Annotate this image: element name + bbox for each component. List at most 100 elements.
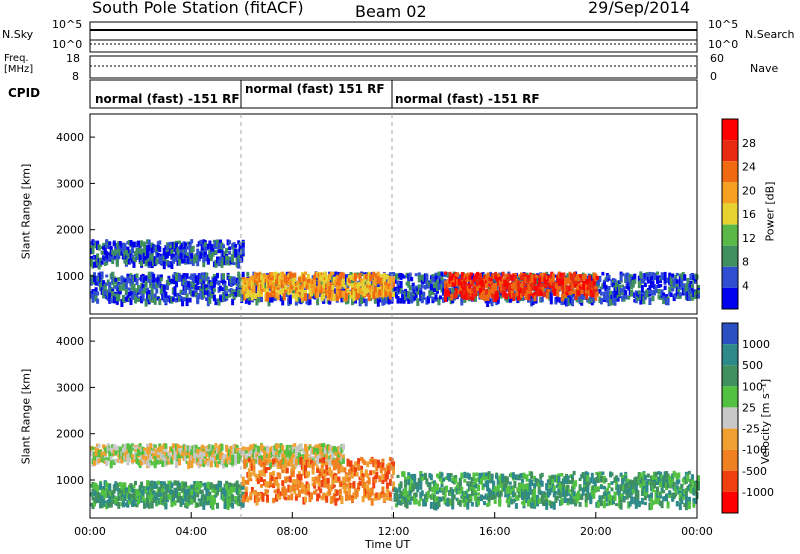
velocity-cell <box>164 448 168 456</box>
velocity-cell <box>367 477 371 485</box>
power-cell <box>401 290 405 297</box>
power-cell <box>223 251 227 256</box>
power-cell <box>328 296 332 305</box>
power-cell <box>158 281 162 286</box>
power-cell <box>120 299 124 307</box>
power-cell <box>258 282 262 290</box>
power-cell <box>451 273 455 278</box>
power-cell <box>625 278 629 286</box>
velocity-cell <box>293 443 297 447</box>
velocity-cell <box>134 446 137 450</box>
velocity-cell <box>238 453 242 461</box>
velocity-cell <box>307 471 310 477</box>
velocity-cell <box>111 450 115 456</box>
velocity-cell <box>357 458 361 464</box>
velocity-cell <box>407 499 411 503</box>
power-cell <box>494 271 498 277</box>
power-cell <box>594 286 598 290</box>
power-cell <box>392 276 395 282</box>
power-cell <box>416 298 420 306</box>
power-cell <box>225 247 229 253</box>
power-cell <box>387 297 391 305</box>
velocity-cell <box>388 497 392 501</box>
power-cell <box>144 275 148 283</box>
power-cell <box>541 284 545 291</box>
power-cell <box>501 289 505 293</box>
velocity-cell <box>231 494 235 502</box>
power-cell <box>214 277 218 285</box>
velocity-cell <box>385 488 389 492</box>
power-cell <box>453 282 457 287</box>
velocity-cell <box>115 498 119 504</box>
velocity-cell <box>200 489 204 495</box>
power-cell <box>677 289 681 293</box>
power-cell <box>178 276 181 282</box>
velocity-cell <box>197 491 201 495</box>
velocity-cell <box>316 450 320 455</box>
velocity-cell <box>247 457 251 462</box>
power-cell <box>466 275 470 283</box>
velocity-cell <box>246 496 250 503</box>
power-cell <box>170 278 174 284</box>
power-cell <box>100 271 104 279</box>
velocity-cell <box>117 495 121 501</box>
power-cell <box>443 273 447 278</box>
velocity-cell <box>337 468 341 474</box>
power-cell <box>422 275 426 282</box>
power-cell <box>165 246 169 255</box>
power-cell <box>366 285 370 293</box>
power-cell <box>578 296 582 305</box>
power-cell <box>637 290 641 296</box>
power-cell <box>579 285 583 289</box>
power-cell <box>182 296 186 302</box>
velocity-cell <box>275 478 279 486</box>
power-cell <box>639 295 643 300</box>
velocity-cell <box>258 470 262 474</box>
noise-tick-left-low: 10^0 <box>52 38 83 51</box>
power-cell <box>639 280 643 285</box>
power-cell <box>102 285 106 294</box>
velocity-cell <box>388 456 392 462</box>
power-cell <box>335 281 339 286</box>
power-cell <box>422 296 426 300</box>
power-cell <box>256 290 260 298</box>
power-cell <box>680 278 684 286</box>
velocity-cell <box>141 489 145 498</box>
power-cell <box>509 282 513 288</box>
power-cell <box>211 249 215 257</box>
velocity-cell <box>176 443 180 451</box>
velocity-cell <box>281 468 285 474</box>
velocity-cell <box>173 480 177 486</box>
power-cell <box>668 286 672 292</box>
power-cell <box>692 275 696 280</box>
velocity-cell <box>317 493 321 499</box>
velocity-cell <box>388 479 392 486</box>
velocity-cell <box>206 500 210 506</box>
power-cell <box>503 286 507 292</box>
power-cell <box>560 297 564 306</box>
power-cell <box>535 285 539 292</box>
power-cell <box>607 294 611 301</box>
power-cell <box>158 240 162 245</box>
power-cell <box>188 297 192 303</box>
velocity-cell <box>325 453 329 461</box>
velocity-cell <box>320 471 324 478</box>
power-cell <box>483 278 487 285</box>
velocity-cell <box>190 484 194 490</box>
velocity-cell <box>413 478 417 485</box>
velocity-cell <box>112 487 116 494</box>
velocity-cell <box>153 497 157 502</box>
velocity-cell <box>405 490 409 498</box>
velocity-cell <box>179 453 183 458</box>
velocity-cell <box>322 456 326 464</box>
power-cell <box>571 298 574 307</box>
power-cell <box>434 272 438 279</box>
power-cell <box>194 284 198 290</box>
power-cell <box>370 280 374 284</box>
velocity-cell <box>428 482 432 486</box>
nave-tick-low: 0 <box>710 70 717 83</box>
power-cell <box>310 284 313 289</box>
velocity-cell <box>404 498 408 503</box>
power-cell <box>176 254 180 261</box>
